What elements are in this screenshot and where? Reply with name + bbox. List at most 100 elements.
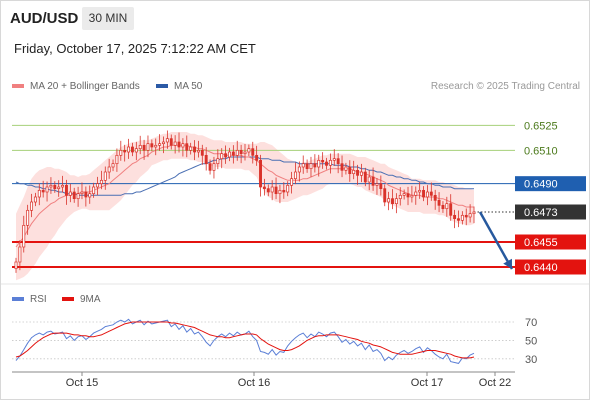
x-tick-label: Oct 16 (238, 377, 270, 389)
candle-body (181, 143, 185, 148)
candle-body (177, 141, 181, 148)
candle-body (453, 214, 457, 220)
rsi-tick-label: 30 (525, 354, 537, 366)
candle-body (146, 143, 150, 151)
candle-body (445, 203, 449, 210)
ma20-legend-label: MA 20 + Bollinger Bands (30, 81, 140, 92)
symbol-label: AUD/USD (10, 10, 79, 27)
candle-body (398, 194, 402, 200)
candle-body (196, 149, 200, 153)
candle-body (33, 196, 37, 203)
level-badge-support (515, 234, 586, 250)
candle-body (162, 141, 165, 145)
candle-body (169, 138, 173, 146)
level-label-pivot: 0.6490 (524, 179, 558, 191)
candle-body (282, 189, 286, 193)
projection-arrow-head (503, 258, 512, 269)
candle-body (138, 144, 142, 150)
projection-arrow (478, 211, 514, 270)
ma20-swatch (12, 84, 24, 89)
rsi-tick-label: 70 (525, 317, 537, 329)
candle-body (348, 166, 352, 175)
candle-body (61, 184, 65, 188)
candle-body (224, 153, 228, 158)
candle-body (107, 166, 111, 173)
level-label-support: 0.6455 (524, 237, 558, 249)
candle-body (37, 189, 41, 198)
candle-body (449, 203, 453, 216)
candle-body (317, 159, 321, 168)
candle-body (228, 151, 231, 158)
candle-body (356, 169, 360, 176)
candle-body (88, 193, 92, 198)
candle-body (154, 144, 158, 148)
candle-body (414, 191, 418, 196)
rsi-swatch (12, 297, 24, 302)
candle-body (464, 214, 468, 218)
candle-body (130, 146, 134, 153)
candle-body (134, 148, 138, 153)
candle-body (208, 163, 212, 171)
level-badge-current (515, 204, 586, 220)
candle-body (441, 204, 445, 210)
candle-body (259, 159, 262, 188)
candle-body (193, 146, 196, 153)
candle-body (367, 176, 371, 183)
candle-body (200, 149, 204, 156)
candle-body (290, 178, 294, 186)
ma9-legend-label: 9MA (80, 294, 101, 305)
candle-body (235, 149, 239, 156)
candle-body (262, 186, 266, 190)
candle-body (321, 159, 325, 163)
candle-body (53, 184, 57, 190)
candle-body (375, 183, 379, 186)
candle-body (76, 193, 80, 200)
candle-body (173, 141, 177, 146)
candle-body (22, 224, 26, 248)
x-tick-label: Oct 15 (66, 377, 98, 389)
candle-body (99, 179, 103, 185)
candle-body (394, 198, 398, 205)
candle-body (325, 161, 328, 166)
candle-body (189, 146, 193, 151)
candle-body (340, 163, 344, 171)
ma9-swatch (62, 297, 74, 302)
candle-body (383, 188, 387, 203)
candle-body (123, 149, 127, 153)
candle-body (41, 189, 45, 193)
candle-body (313, 163, 317, 168)
candle-body (80, 191, 84, 195)
candle-body (270, 186, 274, 193)
candle-body (422, 189, 425, 198)
candle-body (45, 186, 49, 193)
candle-body (251, 148, 255, 156)
candle-body (247, 148, 251, 153)
candle-body (429, 191, 433, 196)
candle-body (332, 158, 336, 161)
candle-body (278, 189, 282, 195)
candle-body (457, 218, 460, 221)
candle-body (472, 211, 476, 215)
candle-body (115, 154, 119, 165)
candle-body (406, 193, 410, 198)
legend-ma50: MA 50 (156, 81, 202, 92)
candle-body (57, 186, 61, 190)
candle-body (274, 186, 278, 195)
candle-body (418, 189, 422, 193)
candle-body (255, 154, 259, 161)
candle-body (239, 149, 243, 155)
chart-header: AUD/USD 30 MIN (0, 0, 590, 36)
level-label-resistance: 0.6525 (524, 120, 558, 132)
level-label-support: 0.6440 (524, 262, 558, 274)
candle-body (359, 171, 363, 176)
candle-body (103, 171, 107, 181)
candle-body (437, 199, 441, 206)
candle-body (119, 149, 123, 156)
candle-body (231, 151, 235, 156)
candle-body (26, 209, 30, 226)
candle-body (391, 198, 394, 205)
candle-body (266, 188, 270, 193)
candle-body (49, 184, 53, 188)
timeframe-button[interactable]: 30 MIN (82, 7, 134, 30)
candle-body (96, 183, 99, 188)
